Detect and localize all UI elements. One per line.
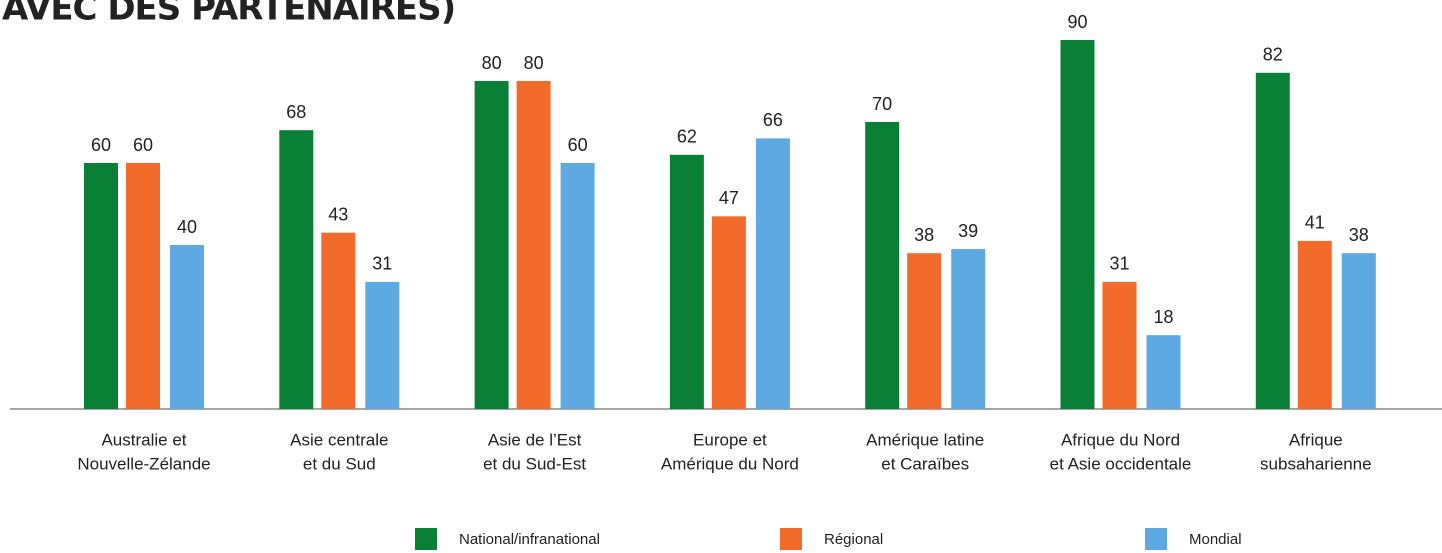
x-tick-label: et du Sud — [303, 454, 376, 473]
bar — [126, 163, 160, 409]
legend-swatch — [415, 528, 437, 550]
value-label: 60 — [133, 135, 153, 155]
x-tick-label: Afrique — [1289, 430, 1343, 449]
bar — [1297, 240, 1332, 409]
value-label: 68 — [286, 102, 306, 122]
bar — [907, 253, 942, 409]
bar — [170, 245, 204, 409]
bar — [951, 249, 986, 409]
value-label: 66 — [763, 110, 783, 130]
value-label: 80 — [482, 53, 502, 73]
bar — [1341, 253, 1376, 409]
value-label: 31 — [1109, 254, 1129, 274]
x-tick-label: Europe et — [693, 430, 767, 449]
x-tick-label: et Asie occidentale — [1050, 454, 1192, 473]
bar — [474, 81, 509, 409]
legend-swatch — [1145, 528, 1167, 550]
value-label: 41 — [1305, 213, 1325, 233]
bar — [1102, 281, 1137, 409]
bar — [279, 130, 314, 409]
bar — [755, 138, 790, 409]
value-label: 60 — [91, 135, 111, 155]
bar — [865, 122, 900, 409]
bar — [1146, 335, 1181, 409]
x-tick-label: Afrique du Nord — [1061, 430, 1180, 449]
chart-title: AVEC DES PARTENAIRES) — [2, 0, 455, 29]
x-tick-label: Australie et — [101, 430, 186, 449]
bar — [669, 154, 704, 409]
value-label: 82 — [1263, 45, 1283, 65]
x-tick-label: Nouvelle-Zélande — [77, 454, 210, 473]
value-label: 40 — [177, 217, 197, 237]
bar — [84, 163, 118, 409]
x-tick-label: Amérique latine — [866, 430, 984, 449]
x-tick-label: Amérique du Nord — [661, 454, 799, 473]
x-tick-label: Asie de l’Est — [488, 430, 582, 449]
legend-label: Mondial — [1189, 531, 1242, 548]
value-label: 62 — [677, 127, 697, 147]
bar — [1060, 40, 1095, 409]
bar — [560, 163, 595, 409]
legend-label: Régional — [824, 531, 883, 548]
bar — [516, 81, 551, 409]
value-label: 38 — [1349, 225, 1369, 245]
x-tick-label: et du Sud-Est — [483, 454, 586, 473]
bar — [1255, 72, 1290, 410]
bar — [321, 232, 356, 409]
x-tick-label: subsaharienne — [1260, 454, 1372, 473]
value-label: 47 — [719, 188, 739, 208]
x-tick-label: et Caraïbes — [881, 454, 969, 473]
legend-label: National/infranational — [459, 531, 600, 548]
value-label: 70 — [872, 94, 892, 114]
legend-swatch — [780, 528, 802, 550]
value-label: 18 — [1153, 307, 1173, 327]
value-label: 90 — [1067, 12, 1087, 32]
bar — [365, 281, 400, 409]
bar — [711, 216, 746, 409]
value-label: 39 — [958, 221, 978, 241]
value-label: 43 — [328, 204, 348, 224]
x-tick-label: Asie centrale — [290, 430, 388, 449]
value-label: 80 — [524, 53, 544, 73]
value-label: 31 — [372, 254, 392, 274]
value-label: 38 — [914, 225, 934, 245]
value-label: 60 — [568, 135, 588, 155]
